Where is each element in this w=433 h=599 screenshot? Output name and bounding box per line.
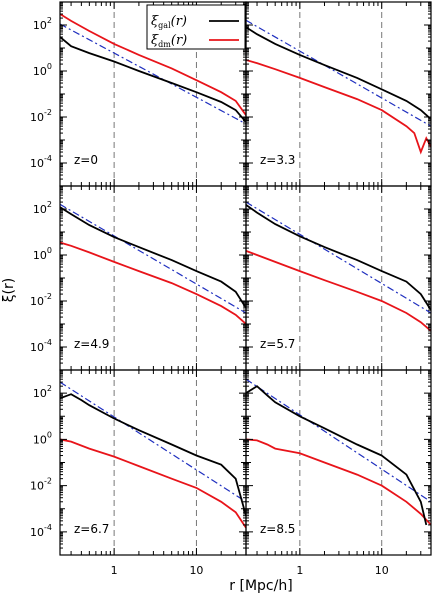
legend-entry-gal: ξgal(r) (151, 14, 187, 30)
y-tick-label: 102 (33, 384, 52, 400)
x-tick-label: 10 (375, 564, 389, 577)
y-tick-label: 10-4 (30, 338, 52, 354)
panel-grid: z=0 102 100 10-2 10-4 z=3.3 z=4.9 102 100 10-2 10-… (30, 1, 432, 577)
y-tick-label: 10-2 (30, 108, 52, 124)
series-dm-panel-1 (60, 13, 246, 116)
panel-2: z=3.3 (245, 1, 432, 187)
panel-label: z=8.5 (260, 522, 295, 536)
series-ref-panel-2 (246, 19, 431, 127)
x-axis-label: r [Mpc/h] (229, 578, 292, 594)
x-tick-label: 10 (189, 564, 203, 577)
y-tick-label: 10-2 (30, 477, 52, 493)
y-tick-label: 100 (33, 62, 52, 78)
series-gal-panel-3 (60, 206, 246, 309)
y-tick-label: 100 (33, 246, 52, 262)
series-gal-panel-5 (60, 393, 246, 516)
y-tick-label: 102 (33, 16, 52, 32)
series-gal-panel-2 (246, 26, 431, 120)
x-tick-label: 1 (111, 564, 118, 577)
series-dm-panel-6 (246, 438, 431, 526)
x-tick-label: 1 (296, 564, 303, 577)
series-dm-panel-4 (246, 250, 431, 332)
panel-label: z=5.7 (260, 337, 295, 351)
panel-3: z=4.9 102 100 10-2 10-4 (30, 185, 247, 371)
legend-box (146, 4, 246, 50)
series-gal-panel-1 (60, 36, 246, 123)
series-ref-panel-3 (60, 203, 246, 314)
series-gal-panel-4 (246, 204, 431, 311)
y-tick-label: 10-4 (30, 154, 52, 170)
series-ref-panel-4 (246, 201, 431, 314)
series-ref-panel-1 (60, 23, 246, 125)
panel-6: z=8.5 1 10 (245, 369, 432, 577)
panel-label: z=4.9 (74, 337, 109, 351)
y-tick-label: 102 (33, 200, 52, 216)
y-axis-label: ξ(r) (1, 278, 17, 303)
series-dm-panel-2 (246, 59, 431, 155)
y-tick-label: 10-4 (30, 523, 52, 539)
series-dm-panel-3 (60, 241, 246, 325)
axis-labels: r [Mpc/h] ξ(r) (1, 278, 293, 594)
panel-label: z=3.3 (260, 153, 295, 167)
y-tick-label: 100 (33, 430, 52, 446)
series-dm-panel-5 (60, 438, 246, 529)
panel-label: z=0 (74, 153, 98, 167)
series-ref-panel-6 (246, 378, 431, 503)
legend-entry-dm: ξdm(r) (151, 33, 187, 49)
legend: ξgal(r) ξdm(r) (146, 4, 246, 50)
series-ref-panel-5 (60, 381, 246, 503)
panel-4: z=5.7 (245, 185, 432, 371)
series-gal-panel-6 (246, 385, 428, 526)
panel-5: z=6.7 102 100 10-2 10-4 1 10 (30, 369, 247, 577)
y-tick-label: 10-2 (30, 292, 52, 308)
panel-label: z=6.7 (74, 522, 109, 536)
